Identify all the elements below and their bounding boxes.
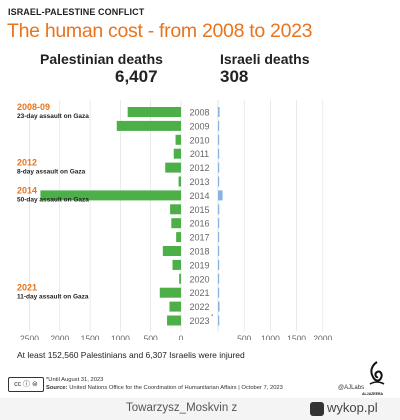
israeli-bar xyxy=(218,246,220,256)
palestinian-bar xyxy=(170,204,181,215)
year-label: 2013 xyxy=(189,177,209,187)
year-label: 2011 xyxy=(190,149,209,159)
annotation-year: 2008-09 xyxy=(17,102,50,112)
annotation-text: 8-day assault on Gaza xyxy=(17,169,86,176)
year-label: 2023 xyxy=(189,316,209,326)
watermark-prefix: z xyxy=(231,402,238,414)
palestinian-deaths-label: Palestinian deaths xyxy=(40,51,163,67)
palestinian-bar xyxy=(167,315,181,326)
injured-note: At least 152,560 Palestinians and 6,307 … xyxy=(17,350,245,360)
x-tick-label: 2500 xyxy=(20,333,39,340)
year-label: 2018 xyxy=(189,247,209,257)
x-tick-label: 2000 xyxy=(50,333,69,340)
x-tick-label: 2000 xyxy=(313,333,332,340)
year-label: 2020 xyxy=(189,274,209,284)
year-label: 2009 xyxy=(189,121,209,131)
israeli-bar xyxy=(218,120,220,131)
israeli-bar xyxy=(218,259,220,270)
x-tick-label: 1000 xyxy=(111,333,130,340)
palestinian-bar xyxy=(179,273,181,284)
israeli-bar xyxy=(218,273,220,284)
year-label: 2021 xyxy=(189,288,209,298)
palestinian-bar xyxy=(127,107,181,117)
palestinian-bar xyxy=(176,232,181,243)
year-label: 2008 xyxy=(189,108,209,118)
source-date: October 7, 2023 xyxy=(241,385,283,391)
deaths-chart: 2008 2009 2010 2011 2012 2013 2014 2015 2016 2017… xyxy=(17,100,333,340)
annotation-year: 2021 xyxy=(17,283,37,293)
palestinian-bar xyxy=(116,120,181,131)
israeli-bar xyxy=(218,148,220,159)
logo-text: ALJAZEERA xyxy=(362,392,384,396)
page-title: The human cost - from 2008 to 2023 xyxy=(7,20,313,42)
credit-text: @AJLabs xyxy=(338,385,365,391)
source-note: Source: United Nations Office for the Co… xyxy=(46,385,283,391)
watermark-user: Towarzysz_Moskvin z xyxy=(126,402,237,414)
source-label: Source: xyxy=(46,385,68,391)
israeli-bar xyxy=(218,218,220,229)
watermark-brand: wykop.pl xyxy=(327,400,378,415)
palestinian-bar xyxy=(169,301,181,312)
year-label: 2016 xyxy=(189,219,209,229)
year-label: 2010 xyxy=(189,135,209,145)
palestinian-bar xyxy=(172,259,181,270)
palestinian-bar xyxy=(178,176,181,187)
palestinian-bar xyxy=(171,218,181,229)
x-tick-label: 1500 xyxy=(81,333,100,340)
x-tick-label: 500 xyxy=(237,333,251,340)
aljazeera-logo-icon xyxy=(369,361,385,385)
israeli-bar xyxy=(218,301,220,312)
year-label: 2022 xyxy=(189,302,209,312)
year-label: 2017 xyxy=(189,233,209,243)
israeli-deaths-total: 308 xyxy=(220,67,249,86)
annotation-text: 11-day assault on Gaza xyxy=(17,294,89,301)
footer: cc ⓘ ⊜ *Until August 31, 2023 Source: Un… xyxy=(0,361,400,420)
source-text: United Nations Office for the Coordinati… xyxy=(69,385,237,391)
palestinian-bar xyxy=(165,162,181,173)
israeli-bar xyxy=(218,162,220,173)
israeli-bar xyxy=(218,204,220,215)
x-tick-label: 1500 xyxy=(287,333,306,340)
year-label: 2015 xyxy=(189,205,209,215)
israeli-deaths-label: Israeli deaths xyxy=(220,51,310,67)
watermark-bar: Towarzysz_Moskvin z wykop.pl xyxy=(0,398,400,420)
x-tick-label: 0 xyxy=(179,333,184,340)
palestinian-bar xyxy=(40,190,181,201)
israeli-bar xyxy=(218,287,220,298)
annotation-text: 50-day assault on Gaza xyxy=(17,196,89,203)
israeli-bar xyxy=(218,315,220,326)
israeli-bar xyxy=(218,176,220,187)
israeli-bar xyxy=(218,190,223,201)
israeli-bar xyxy=(218,107,220,117)
palestinian-deaths-total: 6,407 xyxy=(115,67,158,86)
annotation-year: 2012 xyxy=(17,158,37,168)
annotation-text: 23-day assault on Gaza xyxy=(17,113,89,120)
annotation-year: 2014 xyxy=(17,185,37,195)
year-label: 2012 xyxy=(189,163,209,173)
watermark-username: Towarzysz_Moskvin xyxy=(126,402,229,414)
x-tick-label: 1000 xyxy=(261,333,280,340)
wykop-logo-icon xyxy=(310,402,324,416)
palestinian-bar xyxy=(173,148,181,159)
until-note: *Until August 31, 2023 xyxy=(46,377,104,383)
kicker: ISRAEL-PALESTINE CONFLICT xyxy=(8,7,145,17)
x-tick-label: 500 xyxy=(144,333,158,340)
israeli-bar xyxy=(218,134,220,145)
footer-separator: | xyxy=(238,385,242,391)
year-suffix: * xyxy=(211,315,214,321)
year-label: 2019 xyxy=(189,260,209,270)
creative-commons-icon: cc ⓘ ⊜ xyxy=(8,377,44,392)
year-label: 2014 xyxy=(189,191,209,201)
palestinian-bar xyxy=(175,134,181,145)
palestinian-bar xyxy=(159,287,181,298)
israeli-bar xyxy=(218,232,220,243)
palestinian-bar xyxy=(162,246,181,256)
